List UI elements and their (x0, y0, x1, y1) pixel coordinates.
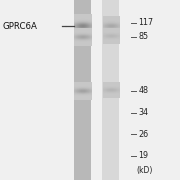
Text: (kD): (kD) (137, 166, 153, 175)
Text: 48: 48 (139, 86, 149, 95)
Text: 85: 85 (139, 32, 149, 41)
Text: 34: 34 (139, 108, 149, 117)
Text: 19: 19 (139, 151, 149, 160)
Text: 117: 117 (139, 18, 154, 27)
Text: 26: 26 (139, 130, 149, 139)
Bar (74, 0, 91, 180)
Text: GPRC6A: GPRC6A (3, 22, 38, 31)
Bar (102, 0, 119, 180)
